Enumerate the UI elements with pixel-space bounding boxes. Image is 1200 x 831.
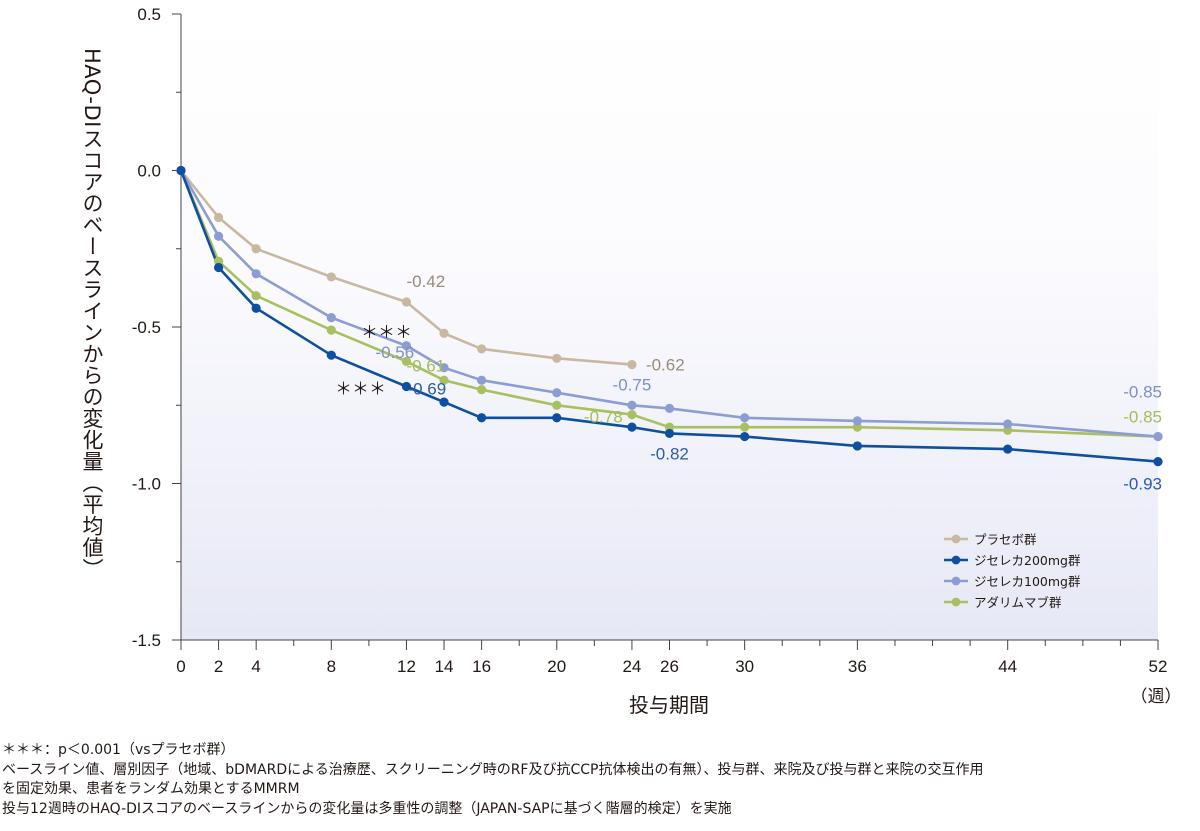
data-point-3 [326, 325, 336, 335]
data-point-2 [213, 231, 224, 241]
significance-marker: ＊＊＊ [335, 379, 386, 399]
legend-marker-1 [951, 555, 961, 565]
data-point-1 [439, 397, 449, 407]
data-point-0 [326, 272, 336, 282]
x-tick-label: 0 [176, 657, 185, 676]
plot-background [181, 14, 1158, 640]
data-point-1 [326, 350, 336, 360]
series-line-3 [179, 170, 1159, 438]
x-axis-title: 投与期間 [629, 693, 709, 717]
legend-marker-0 [951, 534, 961, 544]
data-label: -0.85 [1123, 408, 1162, 427]
legend-label-1: ジセレカ200mg群 [974, 553, 1081, 568]
data-label: -0.69 [407, 379, 446, 398]
data-point-0 [552, 353, 562, 363]
x-axis-unit: （週） [1131, 687, 1182, 706]
legend-marker-3 [951, 597, 961, 607]
footnote-method-1: ベースライン値、層別因子（地域、bDMARDによる治療歴、スクリーニング時のRF… [2, 761, 984, 778]
data-point-1 [176, 165, 186, 176]
x-tick-label: 12 [397, 657, 416, 676]
footnotes: ＊＊＊：p＜0.001（vsプラセボ群） ベースライン値、層別因子（地域、bDM… [2, 741, 1198, 819]
y-tick-label: 0.5 [137, 5, 161, 24]
data-point-2 [326, 313, 336, 323]
legend-label-3: アダリムマブ群 [974, 595, 1062, 610]
data-point-2 [852, 416, 862, 426]
data-label: -0.85 [1123, 383, 1162, 402]
data-point-0 [439, 328, 449, 338]
data-point-2 [1153, 431, 1163, 442]
data-point-1 [552, 413, 562, 423]
data-point-3 [251, 291, 261, 301]
data-point-0 [477, 344, 487, 354]
data-label: -0.56 [375, 343, 414, 362]
data-point-3 [477, 385, 487, 395]
data-point-1 [627, 422, 637, 432]
data-label: -0.42 [406, 272, 445, 291]
data-point-1 [213, 262, 224, 273]
footnote-method-2: を固定効果、患者をランダム効果とするMMRM [2, 781, 300, 797]
significance-marker: ＊＊＊ [361, 323, 412, 343]
footnote-significance: ＊＊＊：p＜0.001（vsプラセボ群） [2, 742, 235, 758]
x-tick-label: 14 [435, 657, 454, 676]
y-tick-label: -1.0 [132, 475, 161, 494]
data-point-0 [213, 212, 224, 223]
x-tick-label: 16 [472, 657, 491, 676]
x-tick-label: 44 [998, 657, 1017, 676]
series-line-2 [179, 169, 1159, 438]
footnote-multiplicity: 投与12週時のHAQ-DIスコアのベースラインからの変化量は多重性の調整（JAP… [2, 800, 732, 817]
x-tick-label: 2 [214, 657, 223, 676]
x-tick-label: 30 [735, 657, 754, 676]
y-tick-label: 0.0 [137, 162, 161, 181]
data-point-3 [740, 422, 750, 432]
y-axis-title: HAQ-DIスコアのベースラインからの変化量（平均値） [80, 48, 104, 580]
x-tick-label: 26 [660, 657, 679, 676]
data-point-2 [664, 403, 675, 413]
series-line-1 [179, 170, 1159, 463]
data-label: -0.93 [1123, 475, 1162, 494]
x-tick-label: 36 [848, 657, 867, 676]
y-tick-label: -1.5 [132, 631, 161, 650]
chart: 0.50.0-0.5-1.0-1.50 2 4 8 12 14 16 20 24 26 30 36 44… [132, 5, 1182, 717]
data-label: -0.78 [584, 408, 623, 427]
data-point-2 [552, 388, 562, 398]
data-point-3 [439, 375, 449, 385]
x-tick-label: 4 [251, 657, 260, 676]
legend-marker-2 [951, 576, 961, 586]
data-point-1 [401, 381, 412, 392]
data-point-0 [401, 297, 412, 307]
data-point-3 [401, 356, 412, 367]
data-point-2 [401, 341, 412, 351]
data-point-2 [740, 413, 750, 423]
data-point-1 [251, 303, 261, 313]
data-label: -0.61 [406, 356, 445, 375]
data-label: -0.75 [613, 375, 652, 394]
data-point-3 [552, 400, 562, 410]
x-tick-label: 24 [622, 657, 641, 676]
x-tick-label: 52 [1149, 657, 1168, 676]
data-point-2 [439, 363, 449, 373]
data-point-2 [477, 375, 487, 385]
data-point-1 [477, 413, 487, 423]
x-tick-label: 8 [327, 657, 336, 676]
data-label: -0.82 [650, 444, 689, 463]
data-label: -0.62 [646, 356, 685, 375]
data-point-1 [1003, 444, 1013, 454]
data-point-1 [740, 431, 750, 442]
legend-label-2: ジセレカ100mg群 [974, 574, 1081, 589]
data-point-3 [627, 410, 637, 420]
data-point-2 [627, 400, 637, 410]
legend-label-0: プラセボ群 [974, 532, 1037, 547]
data-point-1 [664, 428, 675, 439]
x-tick-label: 20 [547, 657, 566, 676]
y-tick-label: -0.5 [132, 318, 161, 337]
data-point-2 [1003, 419, 1013, 429]
data-point-0 [251, 244, 261, 254]
data-point-1 [852, 441, 862, 451]
data-point-2 [251, 269, 261, 279]
data-point-0 [627, 359, 637, 370]
data-point-1 [1153, 456, 1163, 467]
